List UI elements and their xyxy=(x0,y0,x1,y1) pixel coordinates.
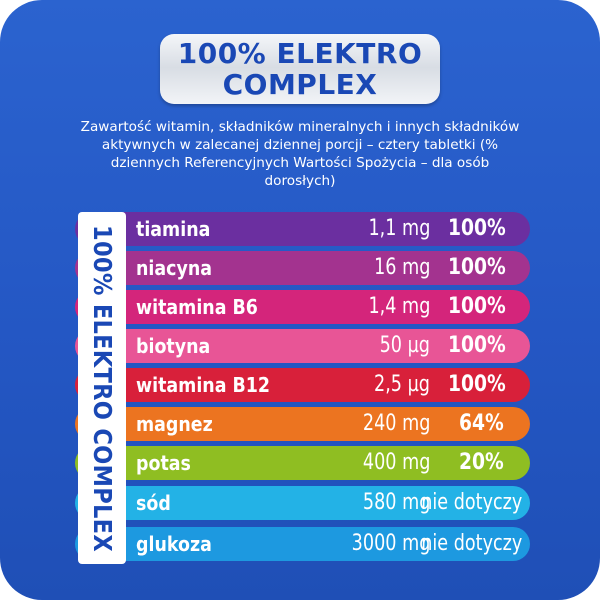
nutrient-name: witamina B12 xyxy=(136,373,271,397)
nutrient-name: witamina B6 xyxy=(136,295,258,319)
nutrient-percent: 64% xyxy=(459,411,504,436)
nutrient-row-biotyna: biotyna 50 µg 100% xyxy=(75,329,530,363)
nutrient-row-sod: sód 580 mg nie dotyczy xyxy=(75,486,530,520)
nutrient-amount: 16 mg xyxy=(373,255,430,280)
nutrient-amount: 400 mg xyxy=(362,450,430,475)
title-line-1: 100% ELEKTRO xyxy=(177,37,423,70)
side-product-label-text: 100% ELEKTRO COMPLEX xyxy=(87,224,117,552)
nutrient-amount: 1,1 mg xyxy=(368,216,430,241)
nutrient-name: glukoza xyxy=(136,532,212,556)
nutrient-amount: 580 mg xyxy=(362,490,430,515)
intro-line-1: Zawartość witamin, składników mineralnyc… xyxy=(80,119,520,135)
nutrient-percent: nie dotyczy xyxy=(420,531,522,556)
intro-text: Zawartość witamin, składników mineralnyc… xyxy=(20,118,580,190)
nutrient-percent: 100% xyxy=(448,216,506,241)
nutrient-amount: 240 mg xyxy=(362,411,430,436)
title-banner: 100% ELEKTRO COMPLEX xyxy=(160,34,440,104)
nutrient-amount: 2,5 µg xyxy=(374,372,430,397)
nutrient-row-magnez: magnez 240 mg 64% xyxy=(75,407,530,441)
nutrient-percent: 100% xyxy=(448,294,506,319)
nutrient-percent: nie dotyczy xyxy=(420,490,522,515)
nutrient-amount: 3000 mg xyxy=(351,531,430,556)
nutrient-name: sód xyxy=(136,491,171,515)
nutrient-row-glukoza: glukoza 3000 mg nie dotyczy xyxy=(75,527,530,561)
nutrient-percent: 100% xyxy=(448,372,506,397)
nutrient-amount: 1,4 mg xyxy=(368,294,430,319)
nutrient-percent: 100% xyxy=(448,255,506,280)
nutrient-percent: 20% xyxy=(459,450,504,475)
nutrient-name: magnez xyxy=(136,412,213,436)
nutrient-row-witamina-b6: witamina B6 1,4 mg 100% xyxy=(75,290,530,324)
intro-line-2: aktywnych w zalecanej dziennej porcji – … xyxy=(101,137,499,153)
nutrient-name: tiamina xyxy=(136,217,211,241)
nutrient-name: potas xyxy=(136,451,191,475)
nutrient-row-niacyna: niacyna 16 mg 100% xyxy=(75,251,530,285)
intro-line-3: dziennych Referencyjnych Wartości Spożyc… xyxy=(110,155,490,171)
nutrient-name: niacyna xyxy=(136,256,212,280)
intro-line-4: dorosłych) xyxy=(264,173,336,189)
nutrient-percent: 100% xyxy=(448,333,506,358)
nutrient-name: biotyna xyxy=(136,334,211,358)
nutrient-row-witamina-b12: witamina B12 2,5 µg 100% xyxy=(75,368,530,402)
side-product-label: 100% ELEKTRO COMPLEX xyxy=(78,212,126,564)
nutrient-row-potas: potas 400 mg 20% xyxy=(75,446,530,480)
nutrient-row-tiamina: tiamina 1,1 mg 100% xyxy=(75,212,530,246)
title-line-2: COMPLEX xyxy=(222,68,378,101)
nutrient-amount: 50 µg xyxy=(379,333,430,358)
